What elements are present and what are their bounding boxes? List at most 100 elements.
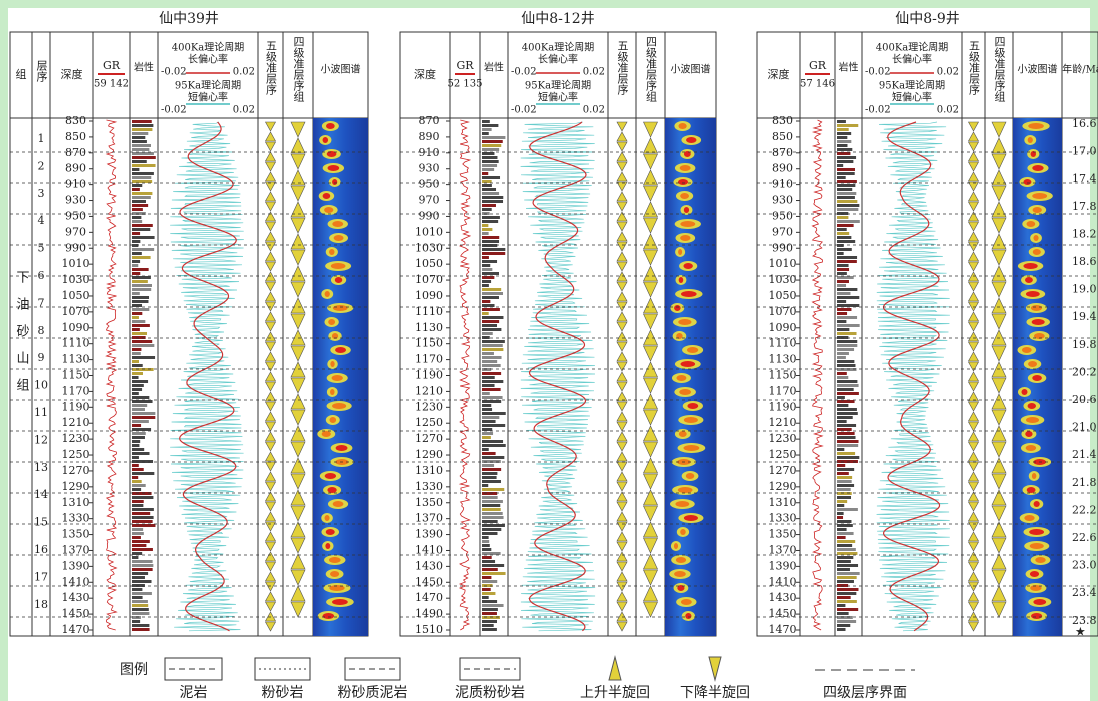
age-label: 17.4: [1072, 172, 1097, 185]
wavelet-core: [1027, 487, 1036, 493]
age-label: 18.2: [1072, 227, 1097, 240]
axis: -0.02: [865, 67, 891, 78]
lith-bar: [837, 564, 858, 567]
age-label: 20.2: [1072, 365, 1097, 378]
lith-bar: [482, 416, 499, 419]
lith-bar: [837, 576, 857, 579]
lith-bar: [132, 272, 140, 275]
lith-bar: [132, 260, 140, 263]
wavelet-core: [679, 431, 687, 437]
depth-label: 1370: [62, 543, 90, 556]
lith-bar: [837, 312, 847, 315]
lith-bar: [482, 264, 490, 267]
lith-bar: [132, 584, 145, 587]
lith-bar: [837, 388, 854, 391]
lith-bar: [837, 472, 849, 475]
lith-bar: [132, 268, 149, 271]
wavelet-core: [1028, 123, 1044, 129]
lith-bar: [837, 236, 851, 239]
gr-range: 52 135: [448, 79, 483, 90]
lith-bar: [132, 384, 144, 387]
lith-bar: [132, 140, 147, 143]
depth-label: 970: [419, 194, 440, 207]
depth-label: 1270: [415, 432, 443, 445]
lith-bar: [482, 556, 492, 559]
wavelet-core: [680, 221, 695, 227]
wavelet-core: [681, 291, 697, 297]
depth-label: 970: [772, 225, 793, 238]
depth-label: 1390: [769, 559, 797, 572]
wavelet-core: [678, 179, 688, 185]
depth-label: 1450: [62, 607, 90, 620]
wavelet-core: [332, 375, 343, 381]
wavelet-core: [323, 613, 335, 619]
age-label: 23.4: [1072, 586, 1097, 599]
lith-bar: [837, 448, 844, 451]
wavelet-core: [1034, 501, 1040, 507]
lith-bar: [132, 328, 140, 331]
lith-bar: [132, 256, 151, 259]
age-label: 20.6: [1072, 393, 1097, 406]
lith-bar: [132, 500, 144, 503]
lith-bar: [837, 512, 844, 515]
wavelet-core: [1029, 529, 1044, 535]
wavelet-core: [1026, 291, 1040, 297]
layer-number: 4: [38, 214, 45, 227]
wavelet-core: [325, 543, 330, 549]
depth-label: 1030: [769, 273, 797, 286]
lith-bar: [837, 204, 859, 207]
lith-bar: [132, 296, 149, 299]
lith-bar: [837, 124, 858, 127]
lith-bar: [482, 272, 499, 275]
wavelet-core: [336, 445, 348, 451]
axis: 0.02: [583, 105, 605, 116]
depth-label: 1090: [769, 321, 797, 334]
header: 长偏心率: [538, 53, 578, 66]
lith-bar: [482, 456, 504, 459]
wavelet-core: [325, 473, 336, 479]
page: {"wells": [ {"title": "仙中39井", "gr_range…: [0, 0, 1098, 701]
lith-bar: [482, 536, 489, 539]
lith-bar: [132, 160, 147, 163]
wavelet-core: [323, 137, 329, 143]
lith-bar: [837, 168, 855, 171]
lith-bar: [837, 408, 857, 411]
lith-bar: [837, 268, 849, 271]
well-title: 仙中8-12井: [521, 11, 594, 27]
depth-label: 970: [65, 225, 86, 238]
lith-bar: [132, 300, 148, 303]
lith-bar: [482, 364, 501, 367]
lith-bar: [132, 576, 145, 579]
wavelet-core: [330, 389, 335, 395]
lith-bar: [132, 120, 152, 123]
wavelet-core: [674, 543, 678, 549]
lith-bar: [837, 344, 857, 347]
wavelet-core: [1025, 277, 1033, 283]
wavelet-core: [1021, 389, 1027, 395]
header: 组: [16, 67, 27, 81]
lith-bar: [132, 444, 139, 447]
wavelet-core: [323, 193, 331, 199]
age-label: 21.8: [1072, 476, 1097, 489]
lith-bar: [482, 600, 497, 603]
lith-bar: [482, 268, 492, 271]
lith-bar: [837, 216, 848, 219]
depth-label: 1470: [769, 623, 797, 636]
lith-bar: [132, 616, 141, 619]
lith-bar: [132, 232, 140, 235]
lith-bar: [132, 164, 156, 167]
age-label: 21.4: [1072, 448, 1097, 461]
depth-label: 1510: [415, 623, 443, 636]
lith-bar: [837, 364, 855, 367]
lith-bar: [132, 212, 146, 215]
header: 长偏心率: [892, 53, 932, 66]
depth-label: 1470: [62, 623, 90, 636]
wavelet-core: [335, 347, 346, 353]
lith-bar: [132, 592, 152, 595]
lith-bar: [132, 204, 148, 207]
depth-label: 950: [772, 209, 793, 222]
lith-bar: [482, 288, 501, 291]
lith-bar: [482, 368, 491, 371]
wavelet-core: [681, 361, 696, 367]
header: 小波图谱: [671, 63, 711, 76]
